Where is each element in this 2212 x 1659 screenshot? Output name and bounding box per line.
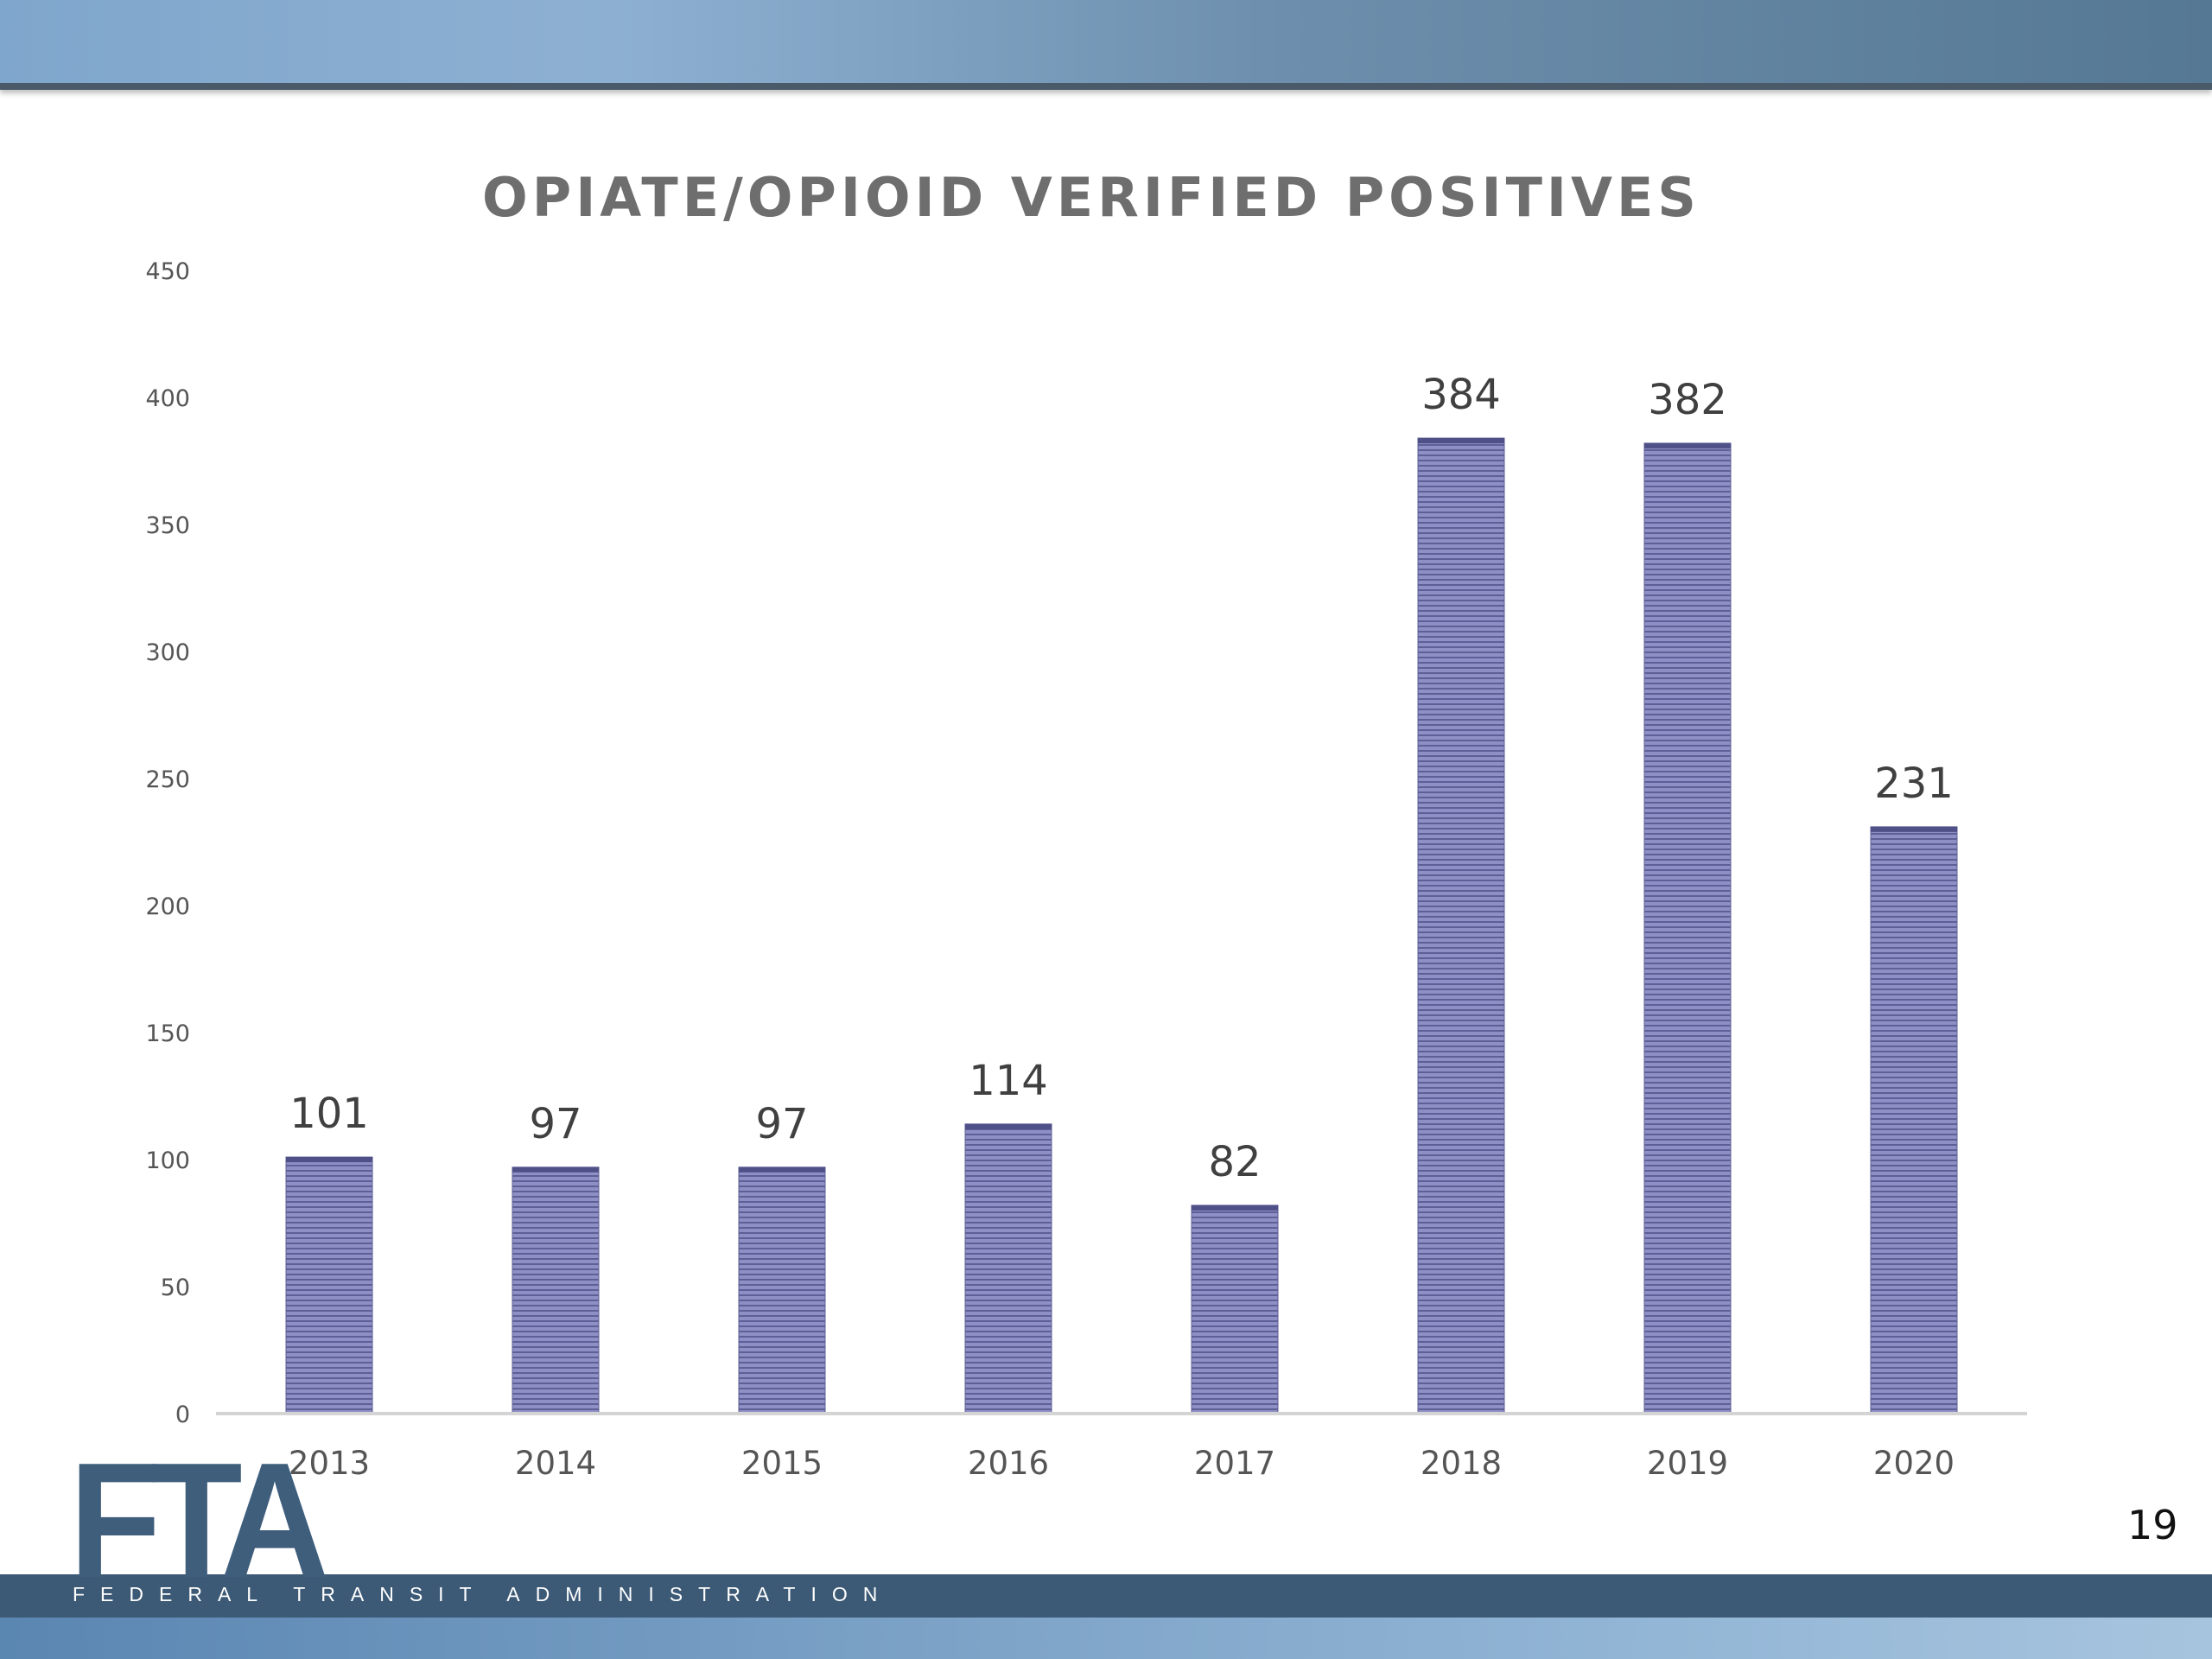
bar: [738, 1166, 826, 1414]
y-tick-label: 250: [145, 766, 190, 793]
data-label: 101: [289, 1090, 369, 1138]
bottom-bar: [0, 1574, 2212, 1618]
bar-cap: [512, 1166, 599, 1173]
data-label: 97: [755, 1100, 808, 1148]
data-label: 114: [969, 1057, 1048, 1105]
bar-cap: [965, 1123, 1052, 1129]
bottom-banner: [0, 1618, 2212, 1659]
x-axis: 2013 2014 2015 2016 2017 2018 2019 2020: [289, 1445, 1955, 1482]
y-tick-label: 50: [161, 1274, 190, 1301]
bar-cap: [1871, 826, 1957, 832]
x-tick-label: 2019: [1647, 1445, 1728, 1482]
x-tick-label: 2017: [1194, 1445, 1275, 1482]
y-tick-label: 0: [175, 1402, 190, 1428]
y-tick-label: 150: [145, 1020, 190, 1047]
y-tick-label: 450: [145, 258, 190, 285]
data-label: 82: [1208, 1138, 1261, 1186]
bar-cap: [739, 1166, 825, 1173]
bar: [512, 1166, 600, 1414]
bar: [1417, 437, 1505, 1414]
bar: [1870, 826, 1958, 1414]
fta-logo: FTA: [69, 1429, 329, 1612]
bar-cap: [1192, 1205, 1278, 1211]
x-tick-label: 2013: [289, 1445, 370, 1482]
x-tick-label: 2015: [741, 1445, 823, 1482]
bars: [285, 437, 1958, 1414]
y-axis: 0 50 100 150 200 250 300 350 400 450: [145, 258, 190, 1428]
logo-subtitle: FEDERAL TRANSIT ADMINISTRATION: [73, 1583, 893, 1605]
bar: [1191, 1205, 1279, 1414]
x-tick-label: 2014: [515, 1445, 596, 1482]
bar-cap: [1644, 442, 1731, 448]
y-tick-label: 350: [145, 512, 190, 539]
bar: [285, 1156, 373, 1414]
y-tick-label: 400: [145, 385, 190, 412]
y-tick-label: 300: [145, 639, 190, 666]
x-tick-label: 2018: [1421, 1445, 1502, 1482]
top-banner: [0, 0, 2212, 90]
data-label: 97: [529, 1100, 582, 1148]
data-label: 384: [1421, 371, 1501, 419]
data-label: 231: [1874, 760, 1954, 808]
chart-title: OPIATE/OPIOID VERIFIED POSITIVES: [482, 166, 1700, 229]
data-label: 382: [1648, 376, 1727, 424]
page-number: 19: [2127, 1502, 2178, 1548]
x-tick-label: 2016: [968, 1445, 1049, 1482]
bar-cap: [1418, 438, 1504, 444]
y-tick-label: 100: [145, 1147, 190, 1174]
data-labels: 101 97 97 114 82 384 382 231: [289, 371, 1954, 1186]
bar-cap: [286, 1157, 372, 1163]
x-tick-label: 2020: [1873, 1445, 1955, 1482]
y-tick-label: 200: [145, 893, 190, 920]
bar: [964, 1123, 1052, 1414]
bar: [1643, 442, 1732, 1414]
